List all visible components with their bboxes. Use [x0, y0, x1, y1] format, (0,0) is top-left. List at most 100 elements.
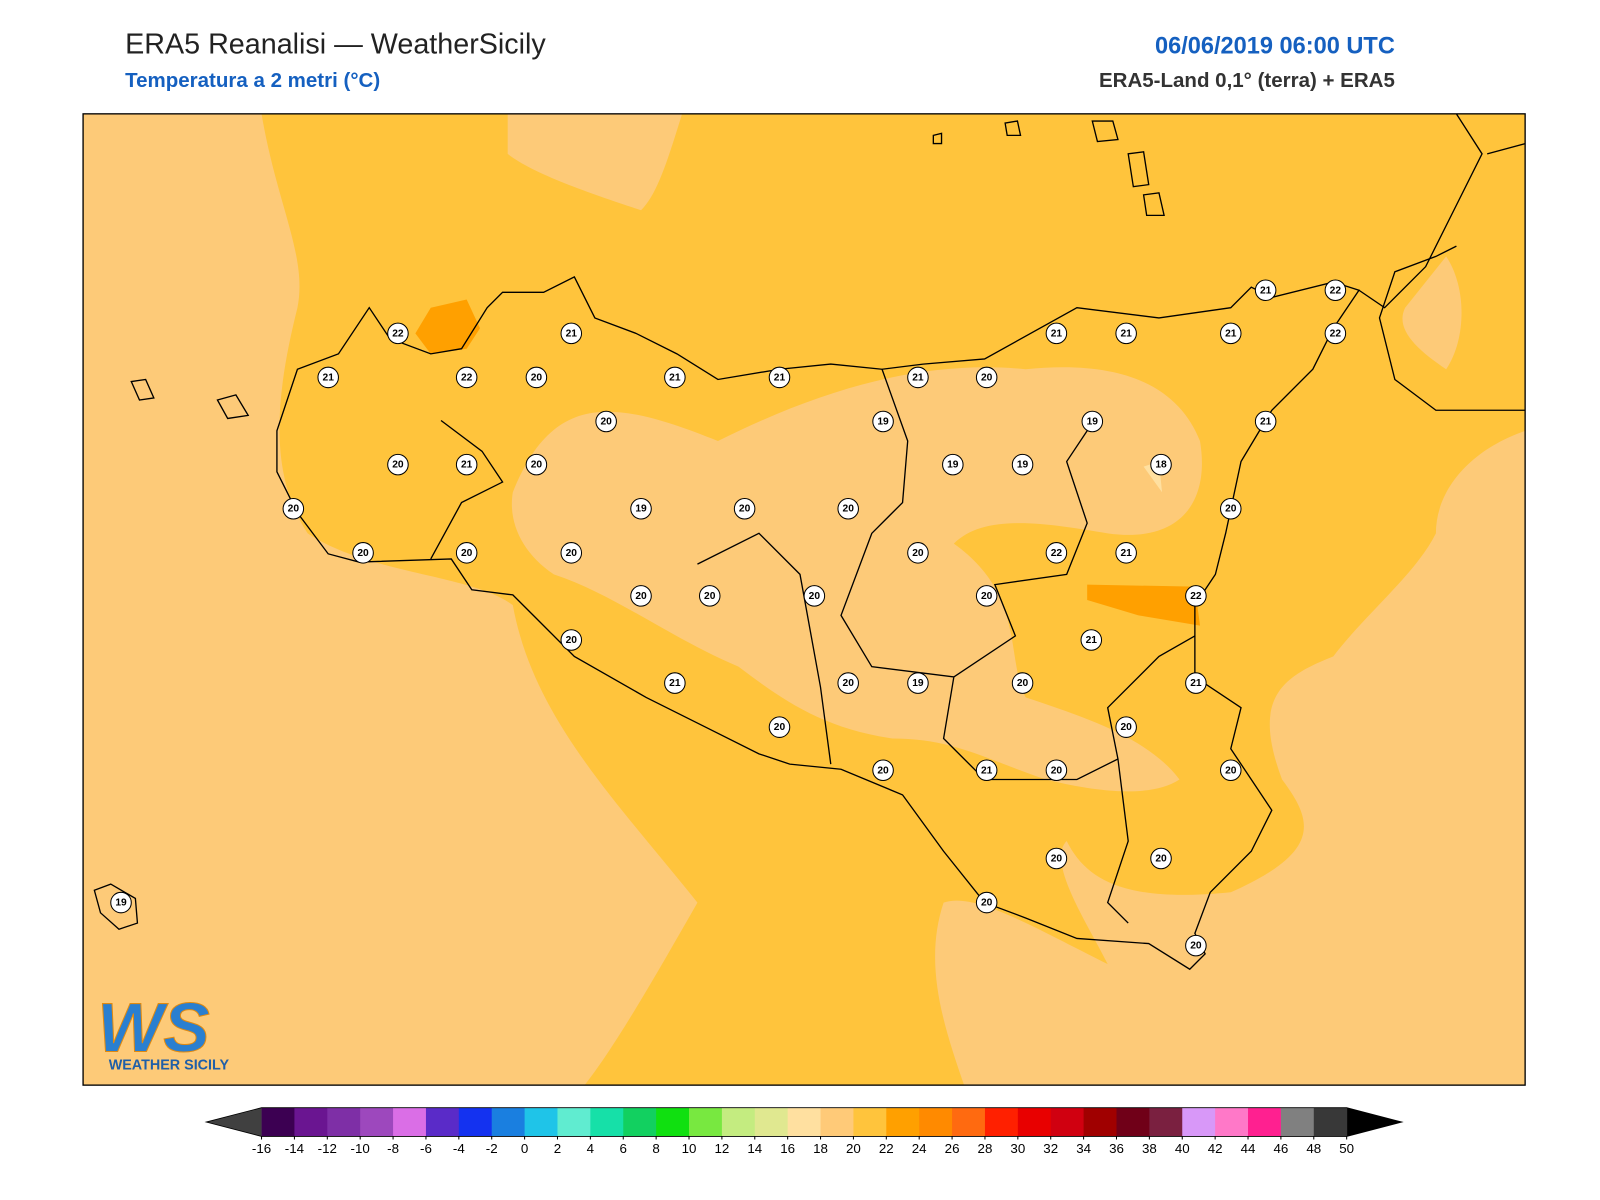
- station: 19: [1081, 410, 1104, 433]
- station-value: 20: [739, 504, 751, 515]
- station-value: 20: [981, 372, 993, 383]
- station: 21: [317, 366, 339, 389]
- station-value: 20: [392, 460, 404, 471]
- colorbar-segment: [886, 1107, 920, 1137]
- station: 20: [455, 542, 478, 564]
- station-marker: [1045, 322, 1068, 345]
- station-value: 22: [1190, 591, 1202, 602]
- station: 18: [1150, 453, 1172, 476]
- station-value: 20: [288, 504, 300, 515]
- station-marker: [1254, 410, 1277, 433]
- station-value: 21: [1086, 635, 1098, 646]
- station-value: 22: [1330, 328, 1342, 339]
- station-value: 20: [566, 635, 578, 646]
- station-value: 22: [1330, 285, 1342, 296]
- station-value: 21: [1190, 678, 1202, 689]
- station: 20: [1220, 497, 1242, 520]
- station-marker: [1185, 672, 1207, 694]
- station-marker: [975, 759, 998, 782]
- station: 21: [975, 759, 998, 782]
- station-marker: [1011, 672, 1034, 694]
- station: 21: [664, 672, 686, 694]
- station-value: 20: [531, 460, 543, 471]
- station-marker: [387, 322, 409, 345]
- station-marker: [975, 585, 998, 607]
- station: 19: [907, 672, 929, 694]
- station-value: 19: [1017, 460, 1029, 471]
- date: 06/06/2019 06:00 UTC: [1155, 32, 1395, 58]
- logo: WS WEATHER SICILY: [97, 988, 230, 1074]
- colorbar-segment: [1116, 1107, 1150, 1137]
- station: 20: [837, 672, 859, 694]
- colorbar-tick-label: 34: [1076, 1141, 1091, 1156]
- colorbar-tick-label: 44: [1241, 1141, 1256, 1156]
- station-value: 22: [461, 372, 473, 383]
- station-marker: [595, 410, 617, 433]
- station-marker: [1115, 542, 1137, 564]
- station: 20: [630, 585, 652, 607]
- station-value: 21: [1051, 328, 1063, 339]
- logo-initials: WS: [97, 988, 209, 1066]
- colorbar-segment: [1215, 1107, 1249, 1137]
- colorbar-segment: [393, 1107, 427, 1137]
- colorbar-segment: [294, 1107, 328, 1137]
- station: 21: [768, 366, 791, 389]
- field: 22 21 21 22 20 21 21 21 20 21 21 21 22 21 22 20 19 19 21 20…: [83, 113, 1526, 1086]
- station-marker: [942, 453, 964, 476]
- colorbar-segment: [1017, 1107, 1052, 1137]
- station-marker: [664, 672, 686, 694]
- station: 20: [803, 585, 826, 607]
- colorbar-tick-label: 20: [846, 1141, 861, 1156]
- colorbar-tick-label: 22: [879, 1141, 894, 1156]
- colorbar-tick-label: -14: [285, 1141, 305, 1156]
- station: 20: [595, 410, 617, 433]
- colorbar-segment: [1182, 1107, 1216, 1137]
- station: 19: [872, 410, 894, 433]
- station-value: 20: [981, 898, 993, 909]
- colorbar-tick-label: 12: [714, 1141, 729, 1156]
- station: 20: [1045, 759, 1068, 782]
- station: 19: [1011, 453, 1034, 476]
- station: 20: [975, 891, 998, 914]
- station-value: 21: [912, 372, 924, 383]
- field-cool: [935, 430, 1526, 1086]
- station-value: 20: [1225, 765, 1237, 776]
- station-value: 20: [357, 548, 369, 559]
- colorbar-segment: [754, 1107, 789, 1137]
- station-value: 20: [600, 417, 612, 428]
- field-cool: [511, 367, 1202, 792]
- colorbar-tick-label: 38: [1142, 1141, 1157, 1156]
- station: 20: [387, 453, 409, 476]
- station: 21: [1115, 542, 1137, 564]
- colorbar-tick-label: -10: [351, 1141, 370, 1156]
- station-value: 21: [566, 328, 578, 339]
- station-marker: [975, 366, 998, 389]
- station-value: 20: [843, 678, 855, 689]
- stations: 22 21 21 22 20 21 21 21 20 21 21 21 22 21 22 20 19 19 21 20…: [110, 279, 1347, 957]
- colorbar-tick-label: 0: [521, 1141, 528, 1156]
- station: 21: [1185, 672, 1207, 694]
- station-marker: [1045, 847, 1068, 870]
- colorbar-segment: [458, 1107, 493, 1137]
- station-value: 19: [947, 460, 959, 471]
- station-marker: [630, 585, 652, 607]
- colorbar-tick-label: 18: [813, 1141, 828, 1156]
- station-marker: [525, 366, 548, 389]
- colorbar-tick-label: -6: [420, 1141, 432, 1156]
- station-value: 19: [912, 678, 924, 689]
- station: 21: [1254, 279, 1277, 302]
- colorbar-under: [206, 1107, 262, 1137]
- station: 22: [1185, 585, 1207, 607]
- station-marker: [803, 585, 826, 607]
- station-marker: [1011, 453, 1034, 476]
- station-value: 21: [1120, 548, 1132, 559]
- station-marker: [1220, 497, 1242, 520]
- colorbar-tick-label: 10: [682, 1141, 697, 1156]
- colorbar-tick-label: 4: [587, 1141, 595, 1156]
- station-marker: [768, 716, 791, 738]
- station-marker: [1324, 279, 1347, 302]
- station: 20: [282, 497, 305, 520]
- station-value: 20: [1225, 504, 1237, 515]
- colorbar-tick-label: 16: [780, 1141, 795, 1156]
